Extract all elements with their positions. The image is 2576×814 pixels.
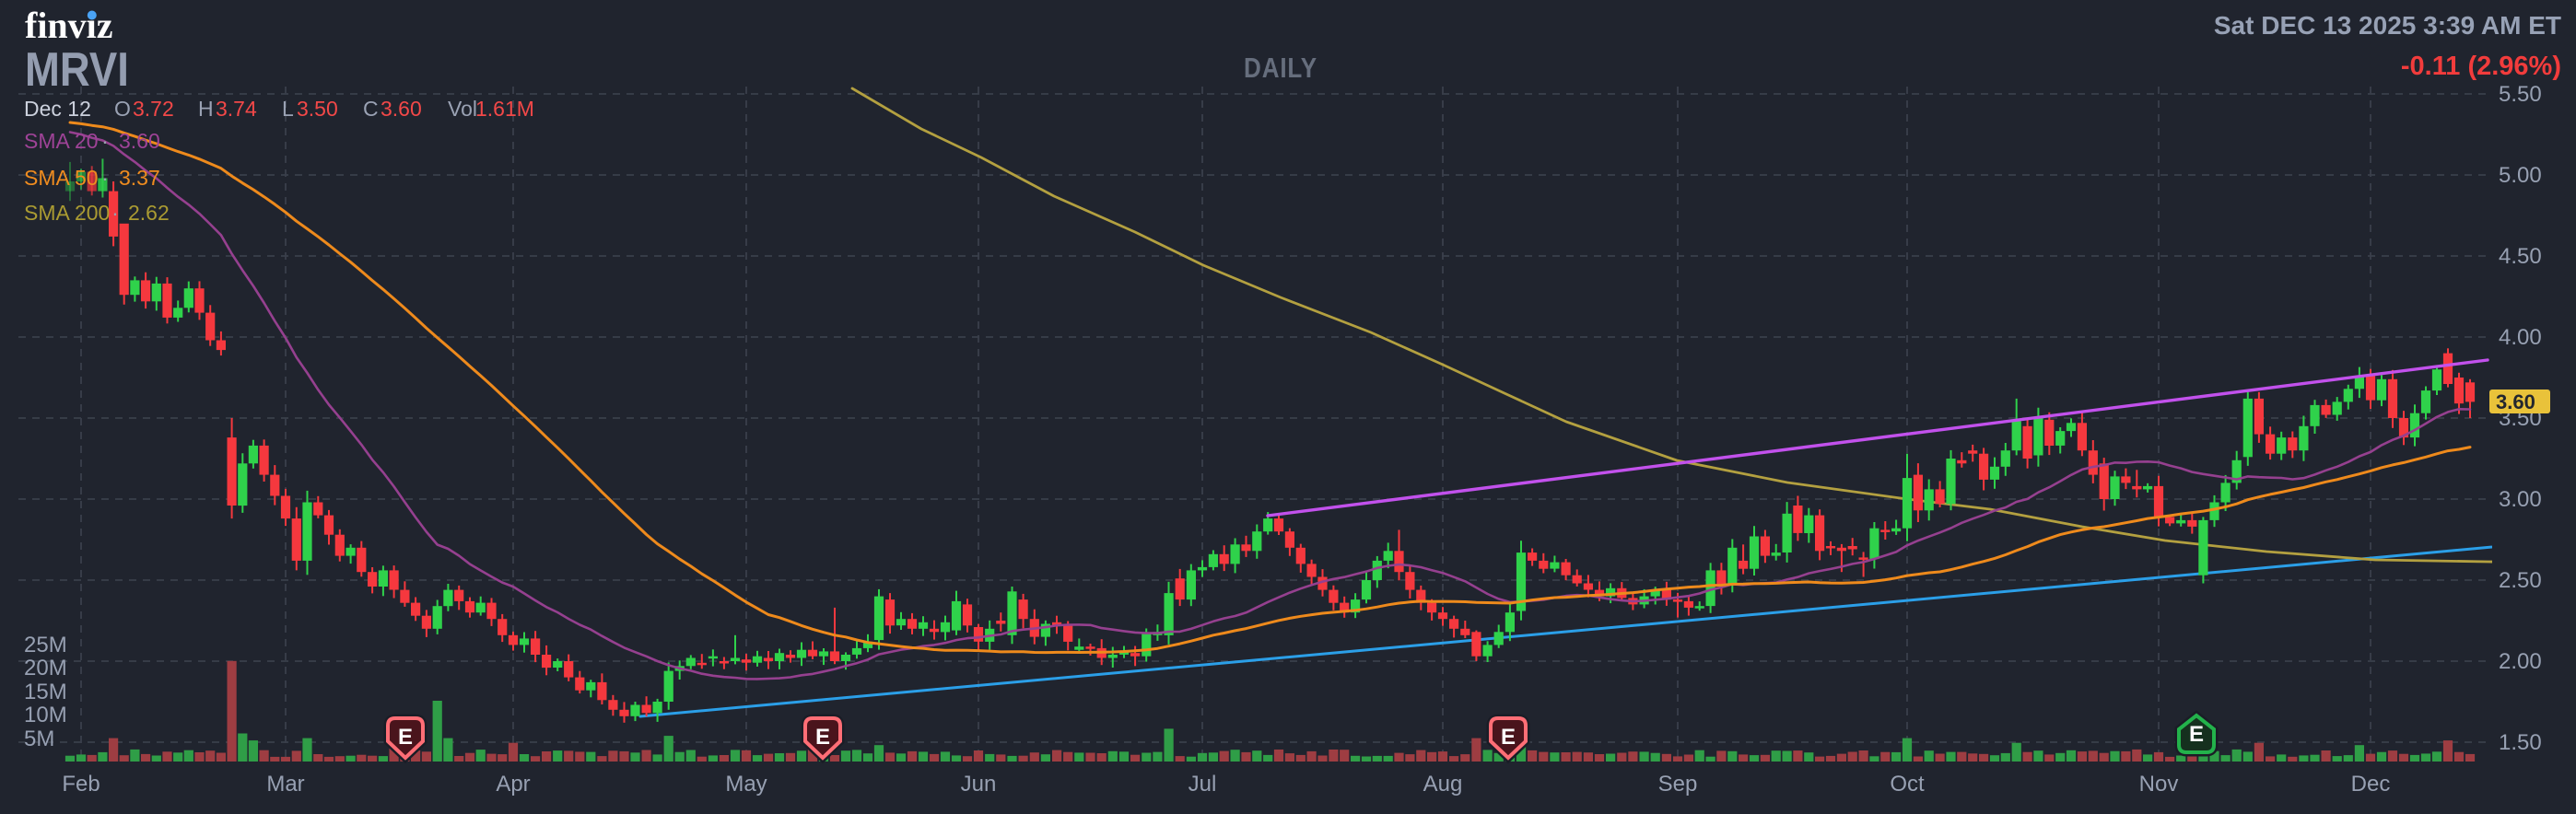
svg-text:SMA 200: SMA 200 (24, 201, 110, 225)
svg-text:Aug: Aug (1423, 772, 1463, 797)
svg-text:3.00: 3.00 (2499, 487, 2542, 512)
svg-text:1.61M: 1.61M (475, 97, 534, 121)
svg-text:20M: 20M (24, 656, 67, 680)
svg-text:3.60: 3.60 (381, 97, 422, 121)
svg-text:3.60: 3.60 (2496, 390, 2535, 413)
svg-text:Sat DEC 13 2025 3:39 AM ET: Sat DEC 13 2025 3:39 AM ET (2214, 11, 2561, 40)
svg-text:Feb: Feb (62, 772, 100, 797)
svg-text:O: O (114, 97, 131, 121)
svg-text:DAILY: DAILY (1244, 52, 1317, 85)
svg-text:E: E (815, 725, 830, 750)
svg-text:Dec: Dec (2351, 772, 2391, 797)
svg-text:·: · (111, 201, 119, 225)
svg-text:3.72: 3.72 (133, 97, 174, 121)
svg-text:Sep: Sep (1658, 772, 1698, 797)
svg-text:5.00: 5.00 (2499, 163, 2542, 188)
svg-text:Vol: Vol (448, 97, 477, 121)
svg-text:2.00: 2.00 (2499, 649, 2542, 674)
svg-text:3.37: 3.37 (119, 166, 160, 190)
svg-text:L: L (282, 97, 294, 121)
svg-text:10M: 10M (24, 703, 67, 727)
svg-text:·: · (101, 129, 109, 153)
svg-text:3.50: 3.50 (297, 97, 338, 121)
svg-text:Apr: Apr (496, 772, 530, 797)
svg-text:-0.11 (2.96%): -0.11 (2.96%) (2401, 52, 2561, 81)
svg-text:H: H (198, 97, 214, 121)
svg-text:3.60: 3.60 (119, 129, 160, 153)
svg-text:E: E (1501, 725, 1516, 750)
svg-text:3.74: 3.74 (216, 97, 257, 121)
svg-text:Nov: Nov (2139, 772, 2179, 797)
svg-text:5.50: 5.50 (2499, 82, 2542, 107)
svg-text:·: · (101, 166, 109, 190)
svg-text:2.50: 2.50 (2499, 568, 2542, 593)
svg-text:25M: 25M (24, 633, 67, 657)
svg-text:C: C (363, 97, 379, 121)
svg-text:Mar: Mar (266, 772, 304, 797)
svg-text:Dec 12: Dec 12 (24, 97, 91, 121)
svg-text:finviz: finviz (25, 5, 113, 46)
svg-text:SMA 50: SMA 50 (24, 166, 99, 190)
svg-text:1.50: 1.50 (2499, 730, 2542, 755)
svg-text:SMA 20: SMA 20 (24, 129, 99, 153)
svg-text:Jul: Jul (1188, 772, 1217, 797)
svg-text:Oct: Oct (1890, 772, 1925, 797)
svg-text:4.00: 4.00 (2499, 325, 2542, 350)
svg-text:15M: 15M (24, 680, 67, 704)
svg-text:Jun: Jun (961, 772, 997, 797)
svg-text:5M: 5M (24, 727, 54, 751)
svg-text:E: E (398, 725, 413, 750)
svg-text:4.50: 4.50 (2499, 244, 2542, 269)
svg-text:MRVI: MRVI (25, 43, 129, 96)
svg-text:2.62: 2.62 (128, 201, 170, 225)
svg-text:E: E (2189, 722, 2204, 747)
svg-text:May: May (725, 772, 767, 797)
